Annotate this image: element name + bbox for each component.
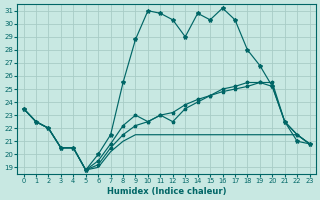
X-axis label: Humidex (Indice chaleur): Humidex (Indice chaleur): [107, 187, 226, 196]
